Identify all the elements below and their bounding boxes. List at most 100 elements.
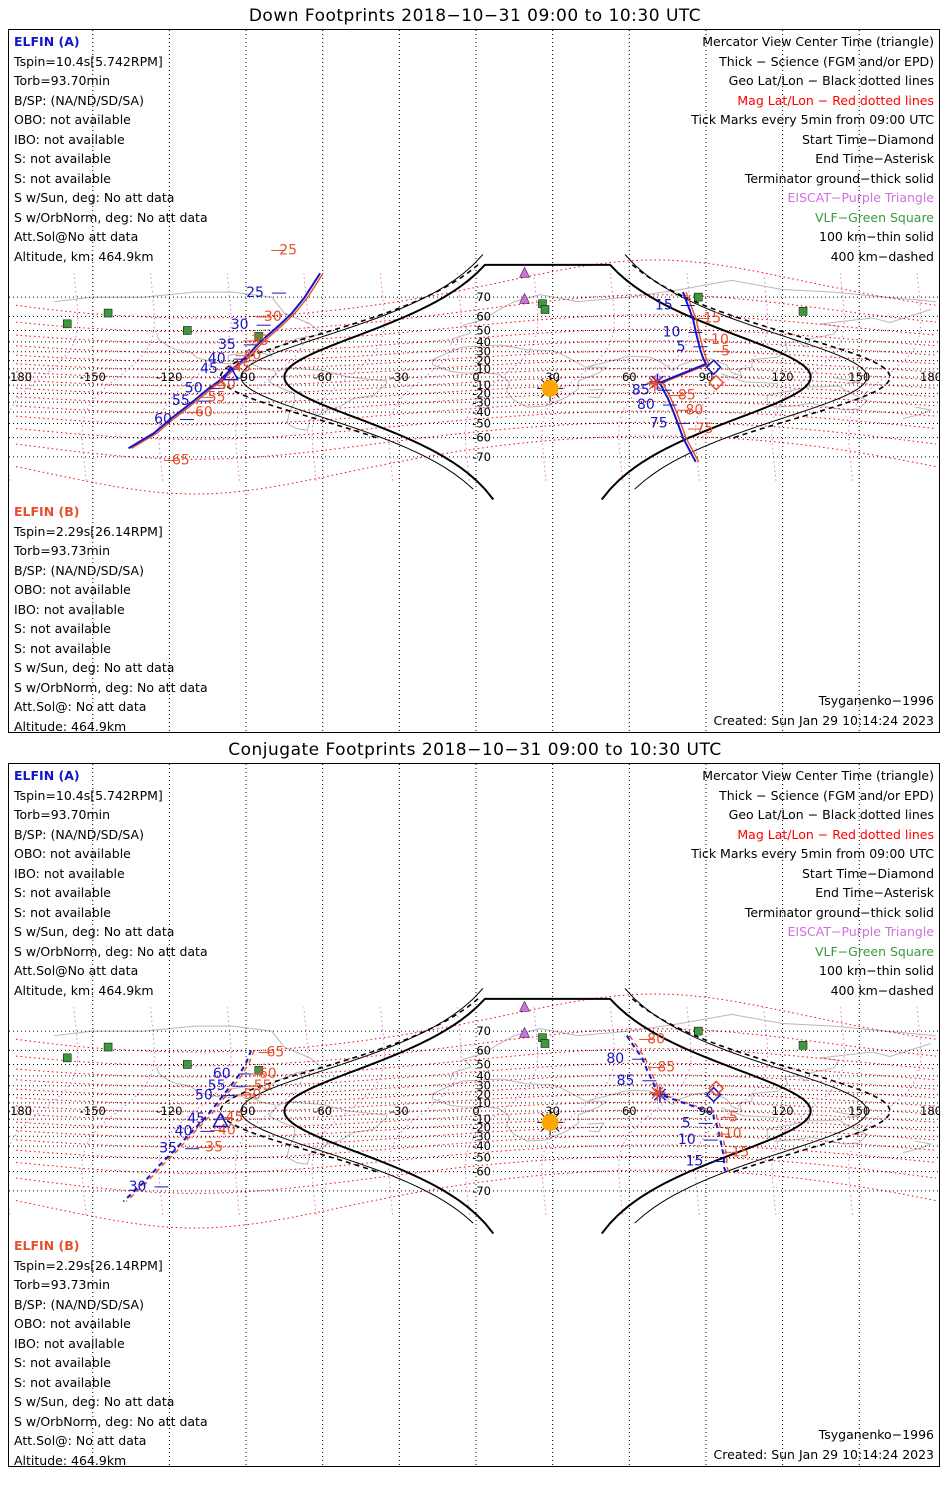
mag-lat-line	[15, 435, 936, 495]
elfin-b-track	[629, 1035, 731, 1174]
tick-label: 45	[226, 1110, 244, 1126]
elfin-a-track	[625, 1035, 728, 1174]
info-line: B/SP: (NA/ND/SD/SA)	[14, 92, 144, 108]
geo-grid	[9, 764, 939, 1466]
info-line: IBO: not available	[14, 131, 125, 147]
info-line: Att.Sol@No att data	[14, 963, 139, 978]
vlf-square	[183, 1060, 192, 1069]
elfin-b-track	[662, 291, 710, 463]
lon-tick-label: -150	[80, 1104, 106, 1118]
mag-lon-line	[158, 1007, 232, 1215]
altitude-400km-line	[631, 264, 891, 439]
tick-label: 45	[200, 361, 218, 377]
altitude-400km-line	[631, 998, 891, 1173]
info-line: S w/OrbNorm, deg: No att data	[14, 1413, 208, 1429]
elfin-header: ELFIN (A)	[14, 34, 80, 49]
tick-label: 10	[711, 332, 729, 348]
mag-lat-line	[16, 1084, 936, 1105]
elfin-a-track	[128, 272, 321, 450]
legend-item: 100 km−thin solid	[819, 229, 934, 244]
asterisk-stroke	[651, 1086, 664, 1100]
mag-lat-line	[16, 328, 936, 354]
lat-tick-label: 60	[476, 309, 491, 323]
legend-item: 400 km−dashed	[830, 248, 934, 264]
legend-item: Thick − Science (FGM and/or EPD)	[719, 53, 934, 69]
sun-icon	[537, 375, 564, 402]
tick-label: 80	[647, 1032, 665, 1048]
vlf-square	[103, 308, 113, 318]
mag-lat-line	[16, 1062, 936, 1088]
mag-lon-line	[311, 273, 385, 481]
legend-item: Mag Lat/Lon − Red dotted lines	[737, 826, 934, 842]
start-diamond	[708, 1080, 725, 1097]
tick-label: 15	[703, 310, 721, 326]
legend-item: Mag Lat/Lon − Red dotted lines	[737, 92, 934, 108]
info-line: IBO: not available	[14, 865, 125, 881]
lat-tick-label: -20	[472, 1120, 491, 1134]
elfin-header: ELFIN (B)	[14, 504, 80, 519]
lat-tick-label: -30	[472, 395, 491, 409]
vlf-square	[103, 1042, 113, 1052]
lat-tick-label: -50	[472, 1151, 491, 1165]
info-line: Tspin=2.29s[26.14RPM]	[14, 523, 163, 539]
elfin-a-track	[658, 291, 708, 463]
mag-lon-line	[234, 273, 309, 481]
mag-lon-line	[541, 273, 615, 481]
coastline-path	[833, 1111, 860, 1118]
info-line: S w/Sun, deg: No att data	[14, 660, 175, 675]
lat-tick-label: 50	[476, 1057, 491, 1071]
created-timestamp: Created: Sun Jan 29 10:14:24 2023	[713, 1446, 934, 1462]
legend-item: 100 km−thin solid	[819, 963, 934, 978]
tick-label: 15	[686, 1154, 704, 1170]
map-panel-down: -180-150-120-90-60-300306090120150180706…	[8, 29, 940, 733]
mag-lon-line	[388, 273, 462, 481]
lat-tick-label: 20	[476, 1088, 491, 1102]
elfin-header: ELFIN (A)	[14, 768, 80, 783]
mag-lon-line	[541, 1007, 615, 1215]
info-line: Altitude: 464.9km	[14, 1452, 127, 1467]
vlf-square	[540, 1039, 550, 1048]
tick-label: 60	[154, 412, 172, 428]
legend-item: Geo Lat/Lon − Black dotted lines	[728, 807, 934, 822]
lon-tick-label: -150	[80, 370, 106, 384]
map-canvas-down: -180-150-120-90-60-300306090120150180706…	[9, 30, 939, 732]
lon-tick-label: 90	[699, 370, 714, 384]
info-line: Altitude: 464.9km	[14, 718, 127, 733]
mag-lat-line	[16, 1101, 936, 1121]
lat-tick-label: -10	[472, 378, 491, 392]
mag-lon-line	[234, 1007, 309, 1215]
tick-label: 25	[246, 285, 264, 301]
elfin-b-info: ELFIN (B) Tspin=2.29s[26.14RPM] Torb=93.73…	[14, 1236, 208, 1467]
mag-lon-line	[848, 1007, 922, 1215]
legend-item: EISCAT−Purple Triangle	[787, 190, 934, 205]
elfin-a-track	[122, 1049, 253, 1203]
terminator-line	[283, 997, 812, 1235]
coastline-path	[902, 1140, 933, 1154]
altitude-100km-line	[624, 988, 868, 1224]
altitude-100km-line	[624, 254, 868, 490]
tick-label: 35	[205, 1140, 223, 1156]
lon-tick-label: 90	[699, 1104, 714, 1118]
tick-label: 50	[243, 1087, 261, 1103]
info-line: Tspin=10.4s[5.742RPM]	[14, 53, 163, 69]
legend-item: VLF−Green Square	[814, 209, 934, 225]
mag-lat-line	[16, 294, 936, 333]
coastline-path	[721, 1107, 778, 1118]
lat-tick-label: 30	[476, 345, 491, 359]
mag-lat-line	[16, 1126, 936, 1148]
legend: Mercator View Center Time (triangle) Thic…	[691, 32, 934, 266]
info-line: B/SP: (NA/ND/SD/SA)	[14, 826, 144, 842]
info-line: B/SP: (NA/ND/SD/SA)	[14, 562, 144, 578]
tick-label: 50	[195, 1088, 213, 1104]
mag-lat-line	[16, 1093, 936, 1113]
lon-tick-label: -30	[390, 1104, 409, 1118]
lon-tick-label: -120	[156, 1104, 182, 1118]
lat-tick-label: 60	[476, 1043, 491, 1057]
end-asterisk	[646, 375, 663, 392]
lat-tick-label: -60	[472, 431, 491, 445]
tick-label: 15	[655, 298, 673, 314]
axis-labels: -180-150-120-90-60-300306090120150180706…	[9, 1024, 939, 1198]
elfin-header: ELFIN (B)	[14, 1238, 80, 1253]
lon-tick-label: -180	[9, 1104, 32, 1118]
mag-lat-line	[16, 340, 936, 362]
